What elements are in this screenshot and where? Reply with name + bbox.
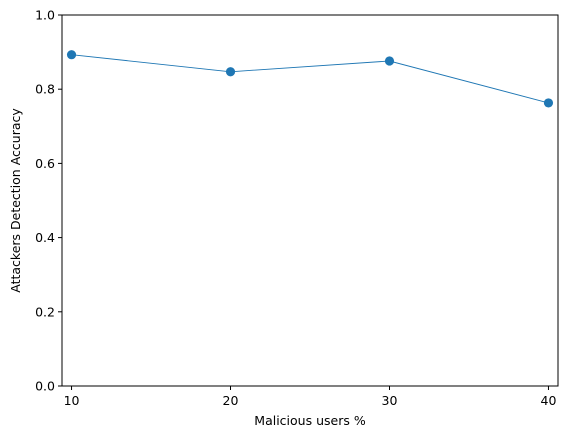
y-axis-title: Attackers Detection Accuracy [8,108,23,293]
y-tick-label: 0.0 [35,379,55,394]
y-tick-label: 0.2 [35,304,55,319]
x-tick-label: 20 [223,393,239,408]
y-tick-label: 0.8 [35,82,55,97]
plot-area [62,15,558,386]
ticks-layer: 10 20 30 40 0.0 0.2 0.4 0.6 0.8 1.0 [35,8,556,409]
x-tick-label: 30 [382,393,398,408]
y-tick-label: 0.4 [35,230,55,245]
axes-frame [61,14,559,387]
data-point [66,50,77,60]
data-point [225,67,236,77]
data-point [543,98,554,108]
x-tick-label: 10 [64,393,80,408]
y-tick-label: 0.6 [35,156,55,171]
plot-layer [66,50,554,108]
data-point [384,56,395,66]
x-axis-title: Malicious users % [254,413,366,428]
y-tick-label: 1.0 [35,8,55,23]
series-line [71,54,549,104]
x-tick-label: 40 [541,393,557,408]
